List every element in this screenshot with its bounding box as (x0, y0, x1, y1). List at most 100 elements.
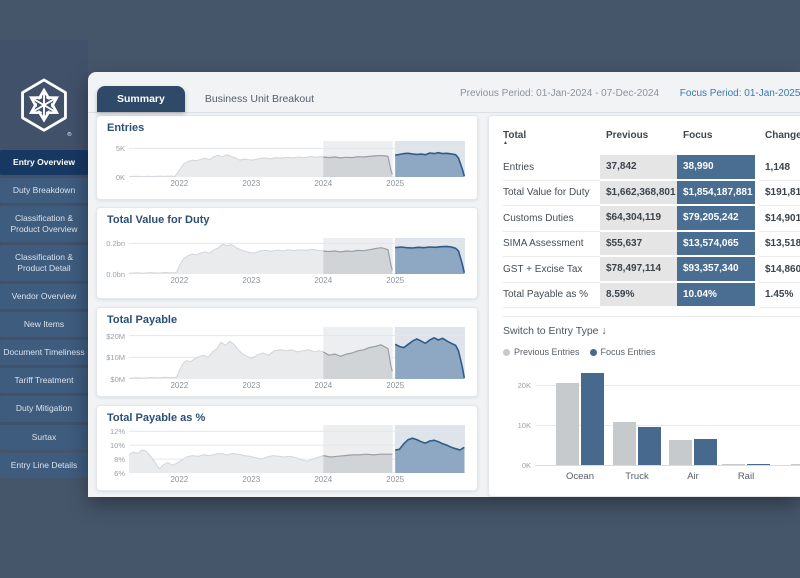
y-axis-tick: 10% (109, 441, 125, 451)
cell-focus: $79,205,242 (677, 206, 755, 232)
panel-divider (503, 316, 800, 317)
bar-truck-previous[interactable] (613, 421, 636, 465)
cell-label: Total Value for Duty (503, 181, 600, 206)
x-axis-tick: 2022 (170, 381, 189, 390)
bar-category-label: Truck (625, 471, 649, 482)
total-payable-chart-title: Total Payable (107, 314, 178, 326)
table-row-gst-excise-tax[interactable]: GST + Excise Tax $78,497,114 $93,357,340 $1… (503, 257, 800, 283)
cell-change: 1.45% (759, 283, 800, 308)
legend-previous-entries[interactable]: Previous Entries (503, 347, 580, 357)
entries-card: Entries 0K 5K 2022 2023 2024 2025 (96, 115, 478, 200)
period-labels: Previous Period: 01-Jan-2024 - 07-Dec-20… (460, 88, 800, 99)
y-axis-tick: 0.0bn (106, 270, 125, 279)
column-header-total[interactable]: Total ▲ (503, 128, 600, 147)
bar-air-focus[interactable] (694, 439, 717, 465)
legend-focus-entries[interactable]: Focus Entries (589, 347, 656, 357)
y-axis-tick: $10M (106, 353, 125, 363)
x-axis-tick: 2025 (386, 475, 405, 484)
cell-change: 1,148 (759, 155, 800, 181)
plot-area (129, 238, 465, 274)
bar-partial-previous[interactable] (791, 464, 800, 465)
column-header-change[interactable]: Change (765, 130, 800, 141)
total-payable-pct-area-chart[interactable]: 6% 8% 10% 12% 2022 2023 2024 2025 (101, 425, 471, 487)
sort-ascending-icon: ▲ (503, 140, 508, 146)
bar-rail-focus[interactable] (747, 463, 770, 465)
y-axis-tick: 0K (115, 173, 125, 182)
total-payable-pct-chart-title: Total Payable as % (107, 412, 206, 424)
total-payable-area-chart[interactable]: $0M $10M $20M 2022 2023 2024 2025 (101, 327, 471, 393)
bar-ocean-focus[interactable] (581, 373, 604, 465)
sidebar-item-surtax[interactable]: Surtax (0, 424, 88, 450)
company-logo: ® (16, 76, 72, 143)
sidebar-item-new-items[interactable]: New Items (0, 312, 88, 338)
total-value-for-duty-area-chart[interactable]: 0.0bn 0.2bn 2022 2023 2024 2025 (101, 238, 471, 288)
cell-change: $14,860,226 (759, 257, 800, 283)
cell-label: Customs Duties (503, 206, 600, 232)
cell-change: $14,901,123 (759, 206, 800, 232)
sidebar-item-document-timeliness[interactable]: Document Timeliness (0, 340, 88, 366)
sidebar-item-vendor-overview[interactable]: Vendor Overview (0, 284, 88, 310)
x-axis-tick: 2024 (314, 381, 333, 390)
x-axis-tick: 2023 (242, 475, 261, 484)
bar-gridline (535, 465, 800, 466)
bar-gridline (535, 385, 800, 386)
x-axis-tick: 2023 (242, 276, 261, 285)
x-axis-tick: 2023 (242, 381, 261, 390)
y-axis-tick: 8% (114, 455, 125, 465)
table-row-total-payable-as-[interactable]: Total Payable as % 8.59% 10.04% 1.45% (503, 282, 800, 308)
sidebar-item-classification-product-detail[interactable]: Classification & Product Detail (0, 245, 88, 282)
sidebar-item-entry-overview[interactable]: Entry Overview (0, 150, 88, 176)
x-axis-tick: 2024 (314, 179, 333, 188)
bar-rail-previous[interactable] (722, 464, 745, 465)
entries-area-chart[interactable]: 0K 5K 2022 2023 2024 2025 (101, 141, 471, 191)
y-axis-tick: $20M (106, 331, 125, 341)
x-axis-tick: 2022 (170, 276, 189, 285)
table-row-total-value-for-duty[interactable]: Total Value for Duty $1,662,368,801 $1,854… (503, 180, 800, 206)
cell-focus: 10.04% (677, 282, 755, 308)
report-tabs: Summary Business Unit Breakout (97, 86, 334, 112)
sidebar-item-tariff-treatment[interactable]: Tariff Treatment (0, 368, 88, 394)
column-header-previous[interactable]: Previous (606, 130, 649, 141)
cell-label: Total Payable as % (503, 283, 600, 308)
x-axis-tick: 2022 (170, 179, 189, 188)
x-axis-tick: 2024 (314, 276, 333, 285)
cell-prev: $78,497,114 (600, 257, 677, 283)
legend-dot (589, 349, 597, 356)
table-row-sima-assessment[interactable]: SIMA Assessment $55,637 $13,574,065 $13,518… (503, 231, 800, 257)
cell-change: $191,819,080 (759, 181, 800, 206)
column-header-focus[interactable]: Focus (683, 130, 713, 141)
plot-area (129, 425, 465, 473)
bar-air-previous[interactable] (669, 439, 692, 465)
cell-label: SIMA Assessment (503, 232, 600, 257)
sidebar-item-classification-product-overview[interactable]: Classification & Product Overview (0, 206, 88, 243)
bar-category-label: Air (687, 471, 699, 482)
sidebar-item-entry-line-details[interactable]: Entry Line Details (0, 452, 88, 478)
total-payable-pct-card: Total Payable as % 6% 8% 10% 12% 2022 2023 202… (96, 405, 478, 491)
bar-chart-legend: Previous Entries Focus Entries (503, 347, 800, 357)
bar-category-label: Rail (737, 471, 755, 482)
y-axis-tick: 0.2bn (106, 239, 125, 249)
table-row-entries[interactable]: Entries 37,842 38,990 1,148 (503, 155, 800, 181)
total-payable-card: Total Payable $0M $10M $20M 2022 2023 2024 202… (96, 307, 478, 397)
cell-prev: $1,662,368,801 (600, 180, 677, 206)
bar-truck-focus[interactable] (638, 427, 661, 465)
y-axis-tick: 12% (109, 427, 125, 437)
cell-focus: 38,990 (677, 155, 755, 181)
summary-panel: Total ▲ Previous Focus Change Entries 37,842 38… (488, 115, 800, 497)
focus-period-label: Focus Period: 01-Jan-2025 - 04 (679, 88, 800, 99)
tab-business-unit-breakout[interactable]: Business Unit Breakout (204, 93, 314, 105)
tab-summary[interactable]: Summary (97, 86, 185, 112)
sidebar-item-duty-breakdown[interactable]: Duty Breakdown (0, 178, 88, 204)
sidebar-item-duty-mitigation[interactable]: Duty Mitigation (0, 396, 88, 422)
cell-prev: 37,842 (600, 155, 677, 181)
x-axis-tick: 2025 (386, 381, 405, 390)
y-axis-tick: $0M (110, 375, 125, 384)
bar-ocean-previous[interactable] (556, 383, 579, 465)
entry-type-switch[interactable]: Switch to Entry Type ↓ (503, 325, 607, 337)
cell-prev: 8.59% (600, 282, 677, 308)
table-row-customs-duties[interactable]: Customs Duties $64,304,119 $79,205,242 $14,… (503, 206, 800, 232)
registered-mark: ® (67, 131, 72, 138)
entry-type-bar-chart[interactable]: 0K 10K 20K Ocean Truck Air Rail (507, 369, 800, 482)
sidebar: ® Entry Overview Duty Breakdown Classifica… (0, 40, 88, 478)
